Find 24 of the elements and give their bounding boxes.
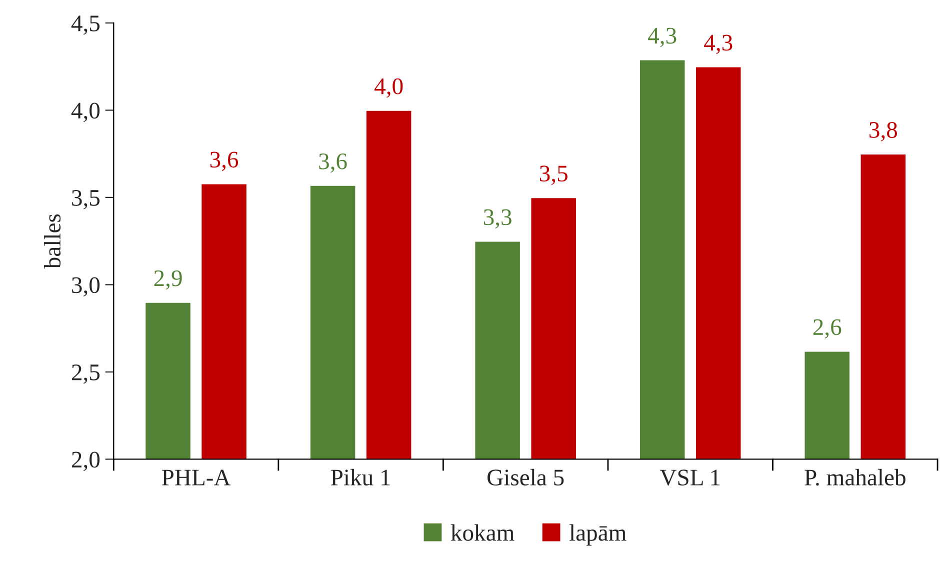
legend-label: kokam — [450, 524, 514, 541]
x-tick-label: Piku 1 — [330, 468, 390, 486]
data-label: 3,6 — [319, 153, 347, 173]
data-label: 4,0 — [374, 78, 403, 98]
data-label: 3,6 — [210, 152, 238, 171]
legend-label: lapām — [569, 524, 626, 546]
data-label: 3,3 — [484, 209, 512, 229]
x-tick-label: VSL 1 — [660, 470, 720, 486]
y-tick-label: 4,0 — [71, 102, 100, 122]
data-label: 3,8 — [870, 122, 898, 142]
y-tick-label: 2,0 — [72, 452, 100, 472]
y-tick-label: 3,0 — [72, 277, 100, 297]
y-axis-title: balles — [44, 214, 61, 269]
data-label: 3,5 — [540, 166, 568, 185]
y-tick-label: 3,5 — [72, 190, 100, 210]
y-tick-label: 4,5 — [71, 16, 100, 35]
y-tick-label: 2,5 — [72, 364, 100, 384]
data-label: 4,3 — [704, 34, 732, 54]
data-label: 4,3 — [648, 28, 676, 48]
data-label: 2,9 — [154, 270, 182, 290]
x-tick-label: PHL-A — [162, 470, 231, 486]
x-tick-label: P. mahaleb — [804, 468, 906, 486]
data-label: 2,6 — [813, 319, 842, 339]
x-tick-label: Gisela 5 — [488, 468, 564, 486]
